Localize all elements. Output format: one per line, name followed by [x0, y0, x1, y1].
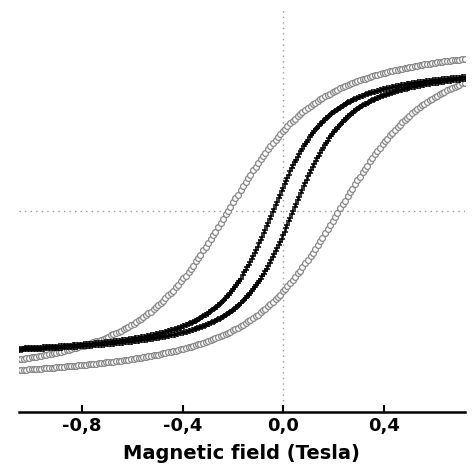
X-axis label: Magnetic field (Tesla): Magnetic field (Tesla) — [123, 444, 360, 463]
